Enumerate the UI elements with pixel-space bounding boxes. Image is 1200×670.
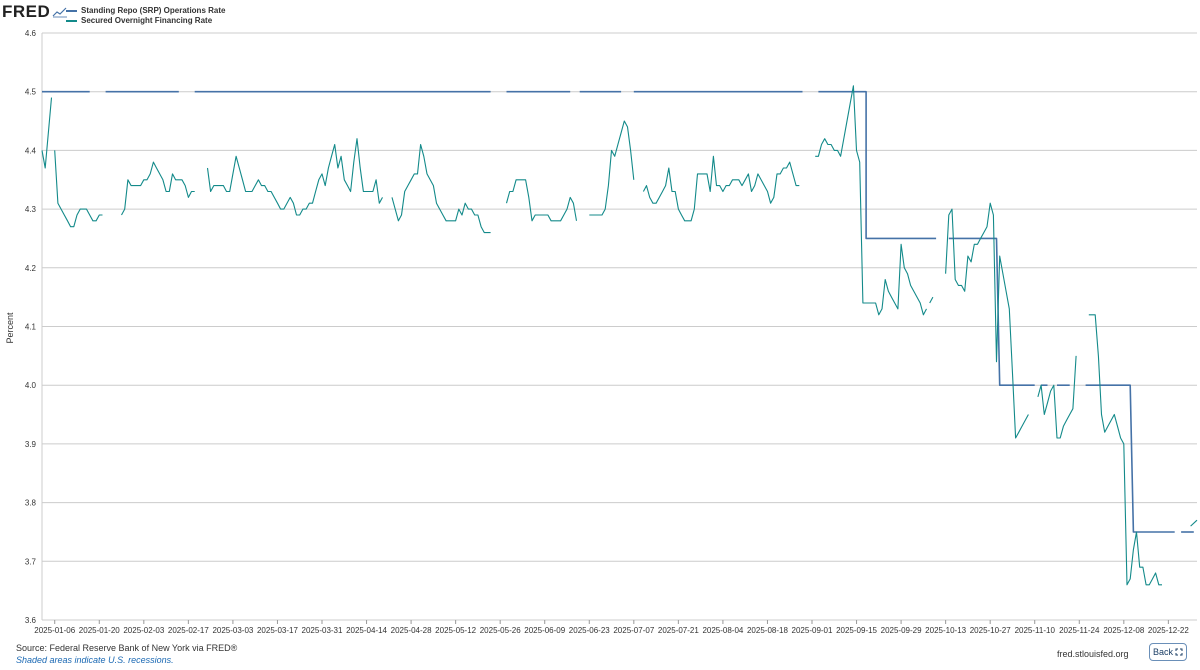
series-line-segment bbox=[121, 161, 195, 216]
y-tick-label: 4.4 bbox=[25, 146, 37, 155]
x-tick-label: 2025-07-07 bbox=[613, 626, 654, 635]
x-tick-label: 2025-02-17 bbox=[168, 626, 209, 635]
legend-swatch-sofr bbox=[66, 20, 77, 22]
series-line-segment bbox=[945, 202, 1029, 439]
x-tick-label: 2025-09-15 bbox=[836, 626, 877, 635]
y-tick-label: 3.9 bbox=[25, 440, 37, 449]
source-note: Source: Federal Reserve Bank of New York… bbox=[16, 643, 238, 653]
y-tick-label: 3.7 bbox=[25, 557, 37, 566]
x-tick-label: 2025-10-13 bbox=[925, 626, 966, 635]
y-tick-label: 4.1 bbox=[25, 323, 37, 332]
recession-note: Shaded areas indicate U.S. recessions. bbox=[16, 655, 174, 665]
x-tick-label: 2025-08-04 bbox=[702, 626, 743, 635]
y-tick-label: 4.3 bbox=[25, 205, 37, 214]
x-tick-labels: 2025-01-06 2025-01-20 2025-02-03 2025-02-17… bbox=[34, 620, 1189, 635]
x-tick-label: 2025-12-22 bbox=[1148, 626, 1189, 635]
y-tick-label: 4.6 bbox=[25, 29, 37, 38]
x-tick-label: 2025-04-28 bbox=[391, 626, 432, 635]
y-tick-label: 4.2 bbox=[25, 264, 37, 273]
series-line-segment bbox=[54, 150, 103, 228]
x-tick-label: 2025-01-06 bbox=[34, 626, 75, 635]
legend-item-sofr: Secured Overnight Financing Rate bbox=[66, 16, 225, 26]
chart-legend: Standing Repo (SRP) Operations Rate Secu… bbox=[66, 6, 225, 26]
line-chart: 4.6 4.5 4.4 4.3 4.2 4.1 4.0 3.9 3.8 3.7 3.6 2025-0… bbox=[25, 29, 1198, 635]
series-line-segment bbox=[391, 143, 491, 234]
y-tick-labels: 4.6 4.5 4.4 4.3 4.2 4.1 4.0 3.9 3.8 3.7 3.6 bbox=[25, 29, 37, 625]
series-line-segment bbox=[1085, 384, 1175, 533]
legend-item-srp: Standing Repo (SRP) Operations Rate bbox=[66, 6, 225, 16]
series-line-segment bbox=[589, 120, 635, 216]
x-tick-label: 2025-01-20 bbox=[79, 626, 120, 635]
series-line-segment bbox=[815, 85, 927, 316]
site-url: fred.stlouisfed.org bbox=[1057, 649, 1129, 659]
x-tick-label: 2025-06-23 bbox=[569, 626, 610, 635]
fred-logo-text: FRED bbox=[2, 2, 51, 21]
x-tick-label: 2025-06-09 bbox=[524, 626, 565, 635]
legend-label-srp: Standing Repo (SRP) Operations Rate bbox=[81, 6, 226, 15]
x-tick-label: 2025-12-08 bbox=[1103, 626, 1144, 635]
y-tick-label: 3.6 bbox=[25, 616, 37, 625]
series-srp bbox=[42, 90, 1194, 533]
x-tick-label: 2025-03-03 bbox=[212, 626, 253, 635]
chart-line-icon bbox=[52, 7, 68, 18]
back-button[interactable]: Back bbox=[1149, 643, 1187, 661]
x-tick-label: 2025-09-29 bbox=[881, 626, 922, 635]
back-button-label: Back bbox=[1152, 647, 1173, 657]
y-tick-label: 4.5 bbox=[25, 88, 37, 97]
expand-arrows-icon bbox=[1175, 648, 1183, 656]
x-tick-label: 2025-10-27 bbox=[970, 626, 1011, 635]
series-sofr bbox=[41, 85, 1198, 586]
series-line-segment bbox=[1190, 519, 1198, 527]
series-line-segment bbox=[948, 237, 1035, 387]
y-tick-label: 4.0 bbox=[25, 381, 37, 390]
series-lines bbox=[41, 85, 1198, 586]
legend-swatch-srp bbox=[66, 10, 77, 12]
series-line-segment bbox=[41, 97, 53, 169]
grid-lines bbox=[41, 32, 1197, 621]
series-line-segment bbox=[929, 296, 934, 304]
series-line-segment bbox=[1037, 355, 1077, 439]
x-tick-label: 2025-05-12 bbox=[435, 626, 476, 635]
series-line-segment bbox=[206, 138, 383, 216]
x-tick-label: 2025-11-24 bbox=[1059, 626, 1100, 635]
legend-label-sofr: Secured Overnight Financing Rate bbox=[81, 16, 213, 25]
x-tick-label: 2025-05-26 bbox=[480, 626, 521, 635]
series-line-segment bbox=[818, 90, 937, 240]
x-tick-label: 2025-03-17 bbox=[257, 626, 298, 635]
series-line-segment bbox=[1088, 314, 1162, 586]
x-tick-label: 2025-08-18 bbox=[747, 626, 788, 635]
series-line-segment bbox=[642, 155, 800, 222]
x-tick-label: 2025-07-21 bbox=[658, 626, 699, 635]
x-tick-label: 2025-03-31 bbox=[302, 626, 343, 635]
y-tick-label: 3.8 bbox=[25, 499, 37, 508]
fred-logo: FRED bbox=[2, 2, 68, 22]
x-tick-label: 2025-02-03 bbox=[123, 626, 164, 635]
x-tick-label: 2025-04-14 bbox=[346, 626, 387, 635]
x-tick-label: 2025-09-01 bbox=[792, 626, 833, 635]
x-tick-label: 2025-11-10 bbox=[1015, 626, 1056, 635]
series-line-segment bbox=[505, 179, 578, 222]
